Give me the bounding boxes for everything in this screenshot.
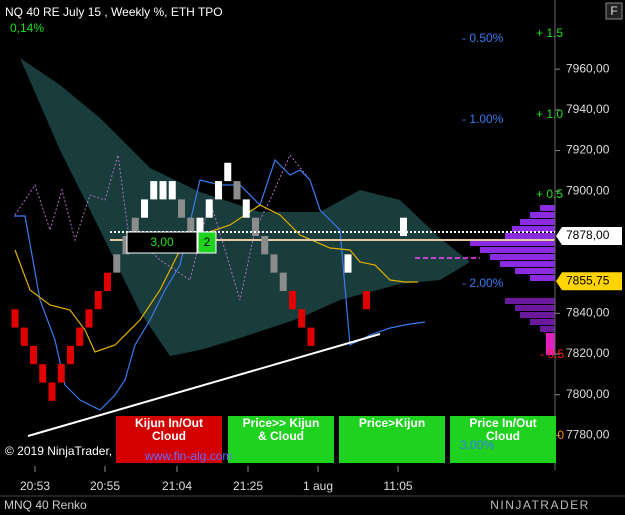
- change-label: 0,14%: [10, 21, 44, 35]
- y-tick-label: 7840,00: [566, 306, 610, 320]
- count-box: [197, 231, 217, 254]
- signal-button-label[interactable]: Kijun In/Out Cloud: [135, 416, 203, 443]
- chart-title: NQ 40 RE July 15 , Weekly %, ETH TPO: [5, 5, 223, 19]
- renko-brick: [252, 217, 259, 237]
- renko-brick: [233, 181, 241, 200]
- renko-brick: [344, 254, 352, 273]
- menu-button-label[interactable]: F: [610, 4, 617, 18]
- y-tick-label: 7900,00: [566, 183, 610, 197]
- value-box: [126, 231, 198, 254]
- renko-brick: [298, 309, 306, 328]
- renko-brick: [187, 217, 195, 237]
- y-tick-label: 7920,00: [566, 143, 610, 157]
- watermark: www.fin-alg.com: [144, 449, 232, 463]
- renko-brick: [261, 236, 269, 255]
- percent-label: + 0.5: [536, 187, 563, 201]
- x-tick-label: 1 aug: [303, 479, 333, 493]
- percent-label: + 1.0: [536, 107, 563, 121]
- signal-button-label[interactable]: Price>> Kijun & Cloud: [243, 416, 320, 443]
- kijun-line: [14, 204, 418, 353]
- renko-brick: [279, 272, 287, 291]
- renko-brick: [30, 345, 37, 365]
- signal-button-label[interactable]: Price>Kijun: [359, 416, 425, 430]
- trendline: [27, 333, 381, 437]
- renko-brick: [104, 272, 111, 291]
- logo: NINJATRADER: [490, 498, 590, 512]
- value-box-label: 3,00: [150, 235, 174, 249]
- signal-button[interactable]: [116, 416, 222, 463]
- signal-button[interactable]: [339, 416, 445, 463]
- percent-label: - 2.00%: [462, 276, 504, 290]
- count-box-label: 2: [204, 235, 211, 249]
- renko-brick: [224, 162, 232, 182]
- renko-brick: [168, 181, 176, 200]
- renko-brick: [363, 290, 370, 310]
- percent-label: - 1.00%: [462, 112, 504, 126]
- renko-brick: [400, 217, 407, 237]
- renko-brick: [270, 254, 278, 273]
- signal-button[interactable]: [450, 416, 556, 463]
- copyright: © 2019 NinjaTrader, LLC: [5, 444, 138, 458]
- price-marker-label: 7878,00: [566, 228, 610, 242]
- renko-brick: [85, 309, 93, 328]
- x-tick-label: 21:04: [162, 479, 192, 493]
- x-tick-label: 20:55: [90, 479, 120, 493]
- renko-brick: [289, 290, 296, 310]
- y-tick-label: 7780,00: [566, 428, 610, 442]
- y-tick-label: 7940,00: [566, 102, 610, 116]
- renko-brick: [94, 290, 102, 310]
- renko-brick: [122, 236, 130, 255]
- renko-brick: [307, 327, 315, 346]
- renko-brick: [113, 254, 121, 273]
- renko-brick: [48, 382, 56, 401]
- renko-brick: [11, 309, 19, 328]
- renko-brick: [39, 364, 47, 383]
- percent-label: - 0.5: [540, 347, 564, 361]
- renko-brick: [67, 345, 74, 365]
- x-tick-label: 21:25: [233, 479, 263, 493]
- price-marker-label: 7855,75: [566, 273, 610, 287]
- renko-brick: [196, 217, 204, 237]
- x-tick-label: 20:53: [20, 479, 50, 493]
- blue-line: [14, 158, 426, 411]
- y-tick-label: 7820,00: [566, 346, 610, 360]
- renko-brick: [150, 181, 158, 200]
- renko-brick: [205, 199, 213, 218]
- y-tick-label: 7960,00: [566, 61, 610, 75]
- renko-brick: [57, 364, 65, 383]
- renko-brick: [215, 181, 222, 200]
- watermark: 3.00%: [460, 438, 494, 452]
- price-marker: [556, 272, 622, 291]
- renko-brick: [159, 181, 167, 200]
- volume-profile: [470, 205, 555, 355]
- y-tick-label: 7800,00: [566, 387, 610, 401]
- renko-brick: [178, 199, 185, 218]
- footer-label: MNQ 40 Renko: [4, 498, 87, 512]
- renko-brick: [242, 199, 250, 218]
- signal-button[interactable]: [228, 416, 334, 463]
- renko-brick: [20, 327, 28, 346]
- renko-brick: [76, 327, 84, 346]
- price-marker: [556, 227, 622, 246]
- menu-button[interactable]: [605, 2, 623, 20]
- renko-brick: [141, 199, 148, 218]
- renko-brick: [131, 217, 139, 237]
- percent-label: - 0.50%: [462, 31, 504, 45]
- percent-label: + 1.5: [536, 26, 563, 40]
- signal-button-label[interactable]: Price In/Out Cloud: [469, 416, 536, 443]
- x-tick-label: 11:05: [383, 479, 412, 493]
